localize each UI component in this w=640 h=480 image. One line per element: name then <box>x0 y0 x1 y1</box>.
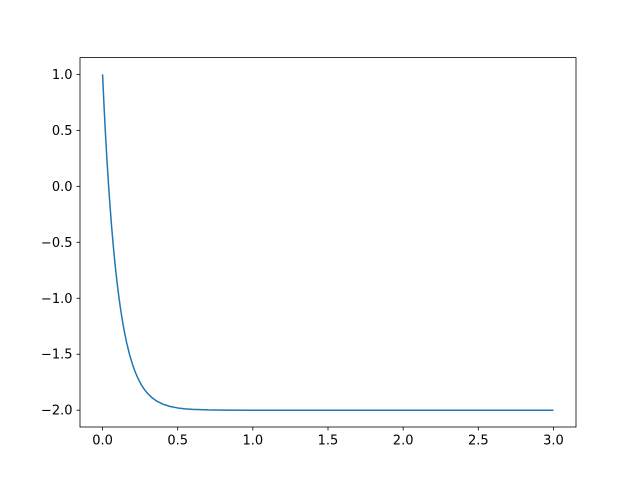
x-axis: 0.0 0.5 1.0 1.5 2.0 2.5 3.0 <box>92 427 564 449</box>
axes-spines <box>79 57 577 428</box>
x-tick-label: 1.0 <box>243 434 264 449</box>
data-line <box>101 74 554 411</box>
plot-area <box>80 57 576 427</box>
y-tick-label: −1.5 <box>41 348 73 363</box>
y-tick-label: −2.0 <box>41 404 73 419</box>
x-tick-label: 0.0 <box>92 434 113 449</box>
x-tick-label: 2.5 <box>468 434 489 449</box>
x-tick-label: 3.0 <box>543 434 564 449</box>
y-tick-label: 1.0 <box>52 68 73 83</box>
y-tick-label: 0.0 <box>52 180 73 195</box>
y-axis: 1.0 0.5 0.0 −0.5 −1.0 −1.5 −2.0 <box>41 68 80 419</box>
y-tick-label: −0.5 <box>41 236 73 251</box>
x-tick-label: 0.5 <box>167 434 188 449</box>
plot-background <box>80 57 576 427</box>
x-tick-label: 1.5 <box>318 434 339 449</box>
y-tick-label: −1.0 <box>41 292 73 307</box>
axes-border <box>79 57 577 428</box>
x-tick-label: 2.0 <box>393 434 414 449</box>
data-series <box>101 74 554 411</box>
y-tick-label: 0.5 <box>52 124 73 139</box>
